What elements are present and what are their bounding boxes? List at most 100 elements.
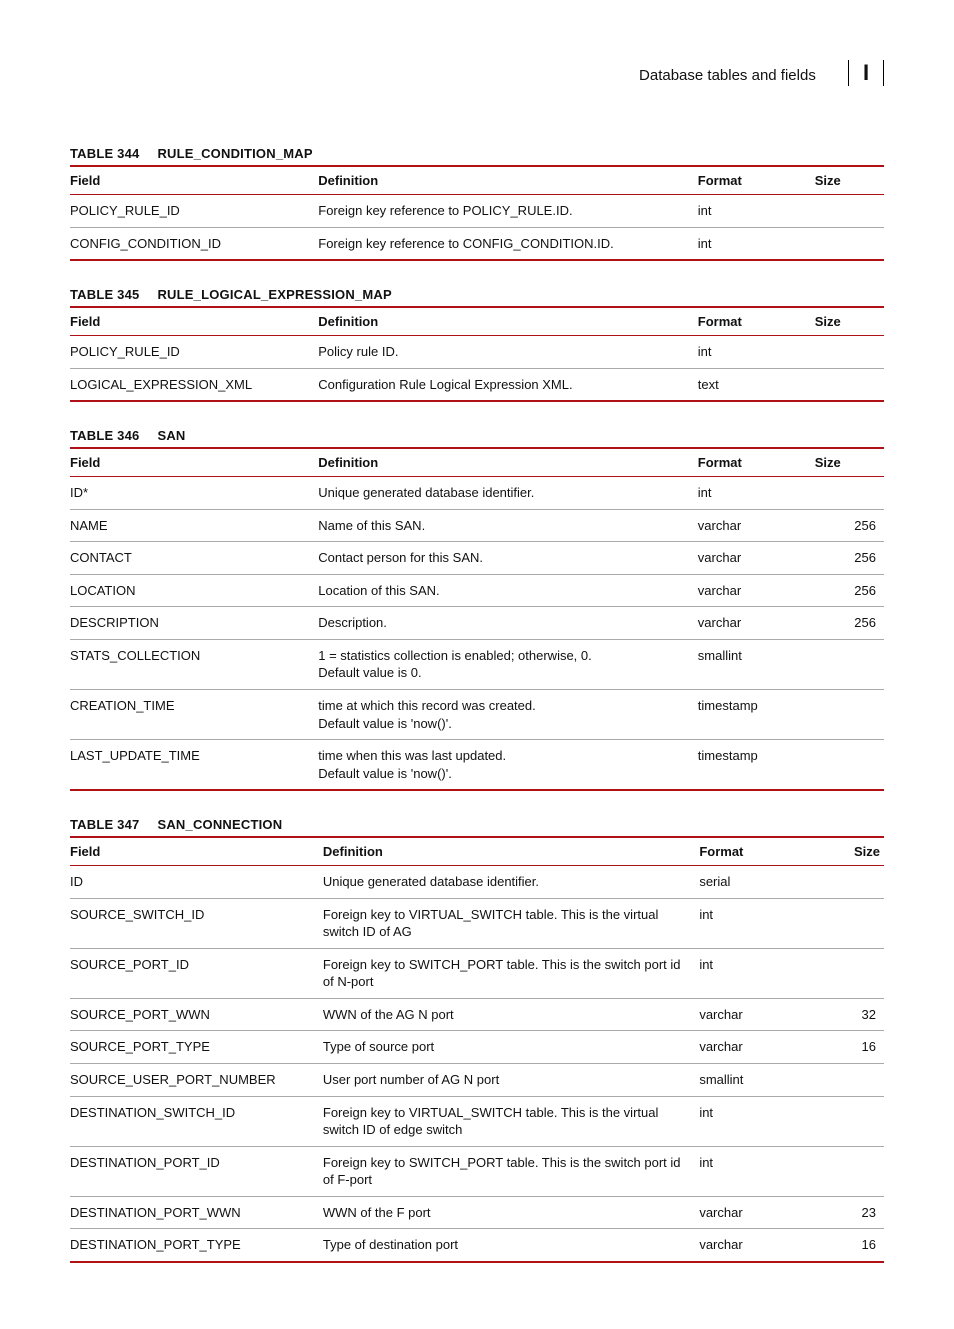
cell-definition: Type of source port	[323, 1031, 699, 1064]
cell-field: DESTINATION_PORT_ID	[70, 1146, 323, 1196]
col-header-size: Size	[815, 448, 884, 477]
schema-table: FieldDefinitionFormatSizePOLICY_RULE_IDF…	[70, 165, 884, 261]
cell-size	[815, 336, 884, 369]
table-caption: TABLE 346SAN	[70, 428, 884, 443]
table-number: TABLE 345	[70, 287, 139, 302]
table-row: POLICY_RULE_IDPolicy rule ID.int	[70, 336, 884, 369]
table-row: CONTACTContact person for this SAN.varch…	[70, 542, 884, 575]
col-header-size: Size	[815, 166, 884, 195]
cell-definition: Foreign key to VIRTUAL_SWITCH table. Thi…	[323, 1096, 699, 1146]
table-number: TABLE 346	[70, 428, 139, 443]
cell-definition: Foreign key to SWITCH_PORT table. This i…	[323, 1146, 699, 1196]
cell-field: DESCRIPTION	[70, 607, 318, 640]
cell-format: varchar	[699, 1196, 815, 1229]
cell-field: LOGICAL_EXPRESSION_XML	[70, 368, 318, 401]
col-header-size: Size	[815, 837, 884, 866]
cell-field: ID*	[70, 477, 318, 510]
table-row: POLICY_RULE_IDForeign key reference to P…	[70, 195, 884, 228]
cell-size	[815, 1096, 884, 1146]
table-block: TABLE 347SAN_CONNECTIONFieldDefinitionFo…	[70, 817, 884, 1263]
cell-field: SOURCE_PORT_ID	[70, 948, 323, 998]
cell-field: SOURCE_SWITCH_ID	[70, 898, 323, 948]
cell-format: varchar	[699, 1229, 815, 1262]
table-caption: TABLE 344RULE_CONDITION_MAP	[70, 146, 884, 161]
schema-table: FieldDefinitionFormatSizeIDUnique genera…	[70, 836, 884, 1263]
cell-definition: WWN of the F port	[323, 1196, 699, 1229]
cell-format: int	[698, 336, 815, 369]
col-header-format: Format	[698, 307, 815, 336]
cell-size: 256	[815, 509, 884, 542]
cell-field: DESTINATION_PORT_TYPE	[70, 1229, 323, 1262]
cell-format: timestamp	[698, 740, 815, 791]
table-name: RULE_LOGICAL_EXPRESSION_MAP	[157, 287, 391, 302]
cell-size	[815, 639, 884, 689]
table-row: CREATION_TIMEtime at which this record w…	[70, 690, 884, 740]
table-row: DESTINATION_PORT_WWNWWN of the F portvar…	[70, 1196, 884, 1229]
table-row: CONFIG_CONDITION_IDForeign key reference…	[70, 227, 884, 260]
table-row: DESTINATION_PORT_TYPEType of destination…	[70, 1229, 884, 1262]
cell-definition: User port number of AG N port	[323, 1064, 699, 1097]
table-row: SOURCE_PORT_WWNWWN of the AG N portvarch…	[70, 998, 884, 1031]
table-row: SOURCE_PORT_TYPEType of source portvarch…	[70, 1031, 884, 1064]
cell-size	[815, 898, 884, 948]
cell-format: int	[698, 195, 815, 228]
col-header-format: Format	[698, 448, 815, 477]
cell-field: STATS_COLLECTION	[70, 639, 318, 689]
cell-size: 256	[815, 607, 884, 640]
col-header-field: Field	[70, 837, 323, 866]
cell-size: 16	[815, 1031, 884, 1064]
table-block: TABLE 346SANFieldDefinitionFormatSizeID*…	[70, 428, 884, 791]
cell-field: CONTACT	[70, 542, 318, 575]
table-row: DESTINATION_PORT_IDForeign key to SWITCH…	[70, 1146, 884, 1196]
cell-format: varchar	[698, 542, 815, 575]
cell-field: POLICY_RULE_ID	[70, 195, 318, 228]
table-row: SOURCE_USER_PORT_NUMBERUser port number …	[70, 1064, 884, 1097]
cell-format: int	[699, 948, 815, 998]
col-header-format: Format	[698, 166, 815, 195]
cell-field: SOURCE_USER_PORT_NUMBER	[70, 1064, 323, 1097]
col-header-format: Format	[699, 837, 815, 866]
cell-definition: Type of destination port	[323, 1229, 699, 1262]
cell-definition: Policy rule ID.	[318, 336, 698, 369]
cell-field: LOCATION	[70, 574, 318, 607]
page-header: Database tables and fields I	[70, 60, 884, 86]
cell-field: SOURCE_PORT_TYPE	[70, 1031, 323, 1064]
cell-size: 23	[815, 1196, 884, 1229]
table-row: LOCATIONLocation of this SAN.varchar256	[70, 574, 884, 607]
cell-size	[815, 1146, 884, 1196]
cell-definition: Contact person for this SAN.	[318, 542, 698, 575]
cell-field: ID	[70, 866, 323, 899]
col-header-field: Field	[70, 166, 318, 195]
cell-size: 32	[815, 998, 884, 1031]
table-block: TABLE 345RULE_LOGICAL_EXPRESSION_MAPFiel…	[70, 287, 884, 402]
table-block: TABLE 344RULE_CONDITION_MAP FieldDefiniti…	[70, 146, 884, 261]
col-header-definition: Definition	[318, 166, 698, 195]
table-row: LAST_UPDATE_TIMEtime when this was last …	[70, 740, 884, 791]
cell-field: DESTINATION_SWITCH_ID	[70, 1096, 323, 1146]
cell-definition: 1 = statistics collection is enabled; ot…	[318, 639, 698, 689]
col-header-definition: Definition	[318, 307, 698, 336]
cell-definition: Foreign key reference to CONFIG_CONDITIO…	[318, 227, 698, 260]
table-row: SOURCE_SWITCH_IDForeign key to VIRTUAL_S…	[70, 898, 884, 948]
cell-size	[815, 866, 884, 899]
appendix-letter: I	[848, 60, 884, 86]
cell-format: int	[699, 898, 815, 948]
cell-field: DESTINATION_PORT_WWN	[70, 1196, 323, 1229]
cell-format: varchar	[698, 574, 815, 607]
tables-root: TABLE 344RULE_CONDITION_MAPFieldDefiniti…	[70, 146, 884, 1263]
cell-size	[815, 368, 884, 401]
cell-format: int	[699, 1096, 815, 1146]
cell-field: CREATION_TIME	[70, 690, 318, 740]
cell-definition: Name of this SAN.	[318, 509, 698, 542]
table-row: LOGICAL_EXPRESSION_XMLConfiguration Rule…	[70, 368, 884, 401]
cell-definition: time at which this record was created.De…	[318, 690, 698, 740]
cell-definition: Foreign key reference to POLICY_RULE.ID.	[318, 195, 698, 228]
cell-format: varchar	[699, 998, 815, 1031]
col-header-field: Field	[70, 448, 318, 477]
cell-format: int	[698, 477, 815, 510]
cell-field: SOURCE_PORT_WWN	[70, 998, 323, 1031]
cell-size	[815, 948, 884, 998]
schema-table: FieldDefinitionFormatSizeID*Unique gener…	[70, 447, 884, 791]
cell-definition: Location of this SAN.	[318, 574, 698, 607]
cell-format: text	[698, 368, 815, 401]
